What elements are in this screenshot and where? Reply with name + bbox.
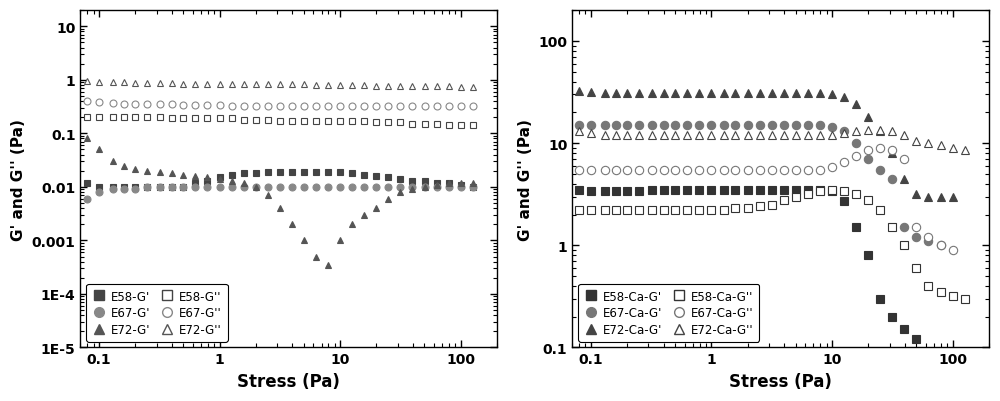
Y-axis label: G' and G'' (Pa): G' and G'' (Pa) bbox=[518, 119, 533, 240]
Y-axis label: G' and G'' (Pa): G' and G'' (Pa) bbox=[11, 119, 26, 240]
X-axis label: Stress (Pa): Stress (Pa) bbox=[237, 372, 340, 390]
Legend: E58-G', E67-G', E72-G', E58-G'', E67-G'', E72-G'': E58-G', E67-G', E72-G', E58-G'', E67-G''… bbox=[86, 284, 228, 342]
Legend: E58-Ca-G', E67-Ca-G', E72-Ca-G', E58-Ca-G'', E67-Ca-G'', E72-Ca-G'': E58-Ca-G', E67-Ca-G', E72-Ca-G', E58-Ca-… bbox=[578, 284, 759, 342]
X-axis label: Stress (Pa): Stress (Pa) bbox=[729, 372, 832, 390]
